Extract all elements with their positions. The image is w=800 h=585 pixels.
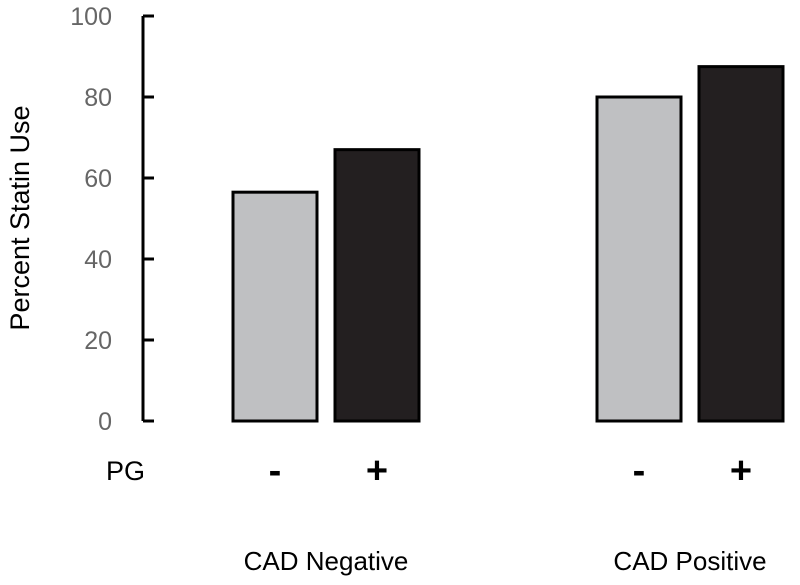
bar-cad-negative-pg-positive — [333, 148, 421, 423]
y-tick-label: 40 — [84, 246, 112, 274]
y-tick-label: 60 — [84, 165, 112, 193]
pg-row-label: PG — [106, 456, 145, 486]
bar-cad-positive-pg-positive — [697, 65, 785, 423]
y-tick-label: 0 — [98, 408, 112, 436]
x-labels: - + CAD Negative - + CAD Positive — [244, 450, 767, 576]
y-tick-label: 20 — [84, 327, 112, 355]
bar-cad-positive-pg-negative — [595, 95, 683, 423]
pg-sign-label: + — [366, 450, 388, 492]
pg-sign-label: - — [633, 450, 646, 492]
y-axis-title: Percent Statin Use — [5, 105, 35, 330]
pg-sign-label: + — [730, 450, 752, 492]
y-axis: 0 20 40 60 80 100 — [70, 3, 154, 436]
bars — [231, 65, 785, 423]
y-tick-label: 80 — [84, 84, 112, 112]
group-label: CAD Negative — [244, 546, 409, 576]
y-tick-label: 100 — [70, 3, 112, 31]
group-label: CAD Positive — [613, 546, 766, 576]
pg-sign-label: - — [269, 450, 282, 492]
bar-cad-negative-pg-negative — [231, 190, 319, 423]
